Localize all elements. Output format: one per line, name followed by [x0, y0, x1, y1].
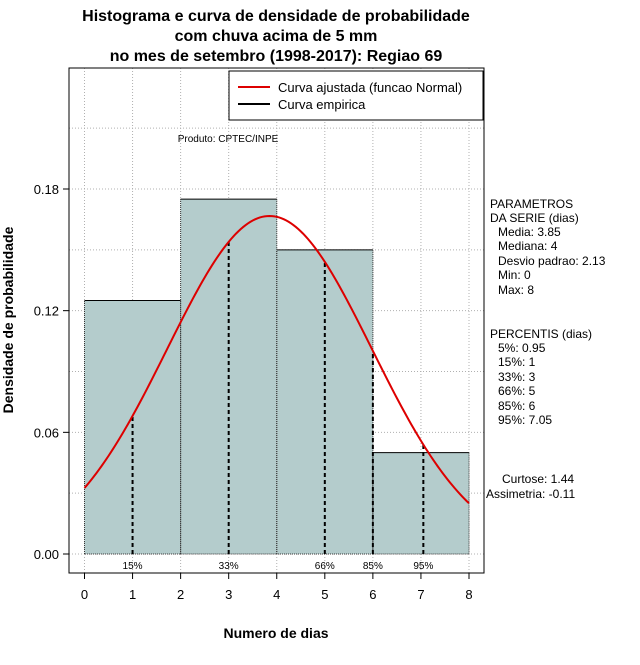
statistics-panel: PARAMETROS DA SERIE (dias) Media: 3.85 M…	[486, 197, 606, 501]
parameter-mean: Media: 3.85	[498, 225, 561, 239]
y-tick-label: 0.06	[34, 425, 59, 440]
percentile-lines	[131, 241, 425, 554]
percentile-line-label: 15%	[123, 561, 143, 572]
percentile-line-label: 95%	[413, 561, 433, 572]
percentiles-heading: PERCENTIS (dias)	[490, 327, 592, 341]
x-tick-label: 3	[225, 587, 232, 602]
percentile-33: 33%: 3	[498, 370, 536, 384]
title-line-2: com chuva acima de 5 mm	[175, 28, 378, 45]
percentile-66: 66%: 5	[498, 384, 536, 398]
x-axis-label: Numero de dias	[223, 625, 328, 641]
x-axis: 0 1 2 3 4 5 6 7 8	[81, 573, 473, 602]
kurtosis-value: Curtose: 1.44	[502, 472, 574, 486]
legend-label-empirical: Curva empirica	[278, 97, 366, 112]
y-tick-label: 0.12	[34, 304, 59, 319]
skewness-value: Assimetria: -0.11	[486, 487, 575, 501]
x-tick-label: 7	[417, 587, 424, 602]
percentile-line-label: 33%	[219, 561, 239, 572]
parameter-min: Min: 0	[498, 268, 531, 282]
x-tick-label: 1	[129, 587, 136, 602]
x-tick-label: 2	[177, 587, 184, 602]
x-tick-label: 8	[465, 587, 472, 602]
normal-curve	[83, 214, 470, 505]
histogram-bar	[372, 452, 469, 554]
title-line-3: no mes de setembro (1998-2017): Regiao 6…	[110, 48, 443, 65]
parameter-stddev: Desvio padrao: 2.13	[498, 254, 606, 268]
histogram-bars	[84, 198, 470, 555]
x-tick-label: 5	[321, 587, 328, 602]
parameter-max: Max: 8	[498, 283, 534, 297]
percentile-95: 95%: 7.05	[498, 413, 552, 427]
percentile-85: 85%: 6	[498, 399, 536, 413]
percentile-line-label: 66%	[315, 561, 335, 572]
legend-box	[228, 70, 484, 121]
parameters-heading-2: DA SERIE (dias)	[490, 211, 579, 225]
y-axis: 0.00 0.06 0.12 0.18	[34, 182, 69, 562]
x-tick-label: 6	[369, 587, 376, 602]
percentile-5: 5%: 0.95	[498, 341, 546, 355]
y-axis-label: Densidade de probabilidade	[0, 226, 16, 413]
parameters-heading-1: PARAMETROS	[490, 197, 573, 211]
parameter-median: Mediana: 4	[498, 239, 558, 253]
legend: Curva ajustada (funcao Normal) Curva emp…	[228, 70, 484, 121]
percentile-15: 15%: 1	[498, 355, 536, 369]
x-tick-label: 4	[273, 587, 280, 602]
title-line-1: Histograma e curva de densidade de proba…	[82, 8, 470, 25]
y-tick-label: 0.00	[34, 547, 59, 562]
legend-label-fitted: Curva ajustada (funcao Normal)	[278, 80, 462, 95]
percentile-labels: 15% 33% 66% 85% 95%	[123, 561, 434, 572]
y-tick-label: 0.18	[34, 182, 59, 197]
chart-title: Histograma e curva de densidade de proba…	[82, 8, 470, 65]
percentile-line-label: 85%	[363, 561, 383, 572]
x-tick-label: 0	[81, 587, 88, 602]
product-note: Produto: CPTEC/INPE	[178, 134, 279, 145]
